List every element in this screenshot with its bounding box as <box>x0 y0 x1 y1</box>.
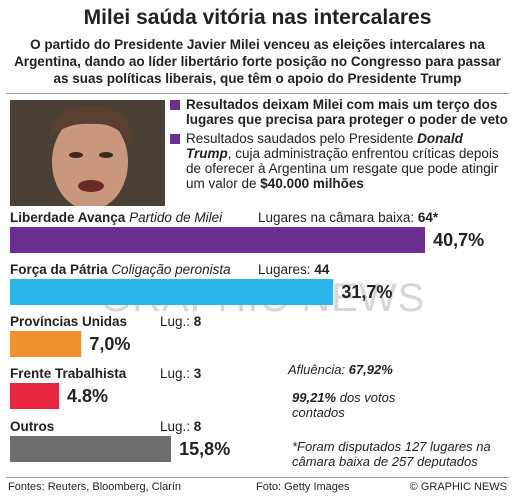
value-label: 40,7% <box>433 230 485 250</box>
bullet-text: , cuja administração enfrentou críticas … <box>186 146 499 191</box>
row-header: Outros <box>10 419 54 434</box>
seats-value: 8 <box>193 314 202 329</box>
value-label: 4.8% <box>66 386 108 406</box>
row-header: Frente Trabalhista <box>10 366 126 381</box>
row-header: Liberdade Avança Partido de Milei <box>10 210 222 225</box>
seats: Lug.: 8 <box>160 419 201 434</box>
bullet-text: $40.000 milhões <box>260 176 364 191</box>
seats-label: Lugares na câmara baixa: <box>258 210 415 225</box>
subtitle: O partido do Presidente Javier Milei ven… <box>14 37 501 86</box>
value-label: 31,7% <box>341 282 393 302</box>
rule <box>6 477 509 478</box>
bar <box>10 331 82 357</box>
bar <box>10 279 334 305</box>
value-label: 7,0% <box>89 334 131 354</box>
title: Milei saúda vitória nas intercalares <box>83 6 432 29</box>
seats: Lug.: 3 <box>160 366 201 381</box>
turnout-label: Afluência: <box>288 362 346 377</box>
seats: Lugares na câmara baixa: 64* <box>258 210 438 225</box>
seats-label: Lug.: <box>160 314 191 329</box>
row-header: Força da Pátria Coligação peronista <box>10 262 231 277</box>
seats: Lugares: 44 <box>258 262 329 277</box>
seats-value: 64* <box>417 210 439 225</box>
counted-value: 99,21% <box>292 390 337 405</box>
seats-value: 44 <box>314 262 330 277</box>
seats-value: 3 <box>193 366 202 381</box>
photo-credit: Foto: Getty Images <box>256 481 350 493</box>
seats-value: 8 <box>193 419 202 434</box>
bar <box>10 436 172 462</box>
counted-label: dos votos contados <box>292 390 396 420</box>
photo <box>10 100 165 206</box>
photo-illustration <box>10 100 165 206</box>
turnout-value: 67,92% <box>348 362 393 377</box>
sources: Fontes: Reuters, Bloomberg, Clarín <box>8 481 182 493</box>
bullet-text: Resultados saudados pelo Presidente <box>186 131 418 146</box>
bullet-text: Donald Trump <box>186 131 463 161</box>
party-name: Províncias Unidas <box>10 314 128 329</box>
bullet: Resultados saudados pelo Presidente Dona… <box>170 131 510 191</box>
party-name: Liberdade Avança <box>10 210 126 225</box>
party-name: Força da Pátria <box>10 262 108 277</box>
seats-label: Lug.: <box>160 419 191 434</box>
seats: Lug.: 8 <box>160 314 201 329</box>
party-subtitle: Partido de Milei <box>129 210 223 225</box>
party-subtitle: Coligação peronista <box>111 262 231 277</box>
party-name: Frente Trabalhista <box>10 366 127 381</box>
turnout: Afluência: 67,92% <box>288 362 393 377</box>
bar <box>10 227 426 253</box>
bullet-list: Resultados deixam Milei com mais um terç… <box>170 97 510 195</box>
bar <box>10 383 59 409</box>
bullet-text: Resultados deixam Milei com mais um terç… <box>186 97 508 127</box>
counted: 99,21% dos votos contados <box>292 390 432 420</box>
rule <box>6 93 509 94</box>
row-header: Províncias Unidas <box>10 314 127 329</box>
footnote: *Foram disputados 127 lugares na câmara … <box>292 439 491 469</box>
seats-label: Lug.: <box>160 366 191 381</box>
seats-label: Lugares: <box>258 262 311 277</box>
copyright: © GRAPHIC NEWS <box>409 481 507 493</box>
value-label: 15,8% <box>179 439 231 459</box>
party-name: Outros <box>10 419 55 434</box>
bullet: Resultados deixam Milei com mais um terç… <box>170 97 510 127</box>
